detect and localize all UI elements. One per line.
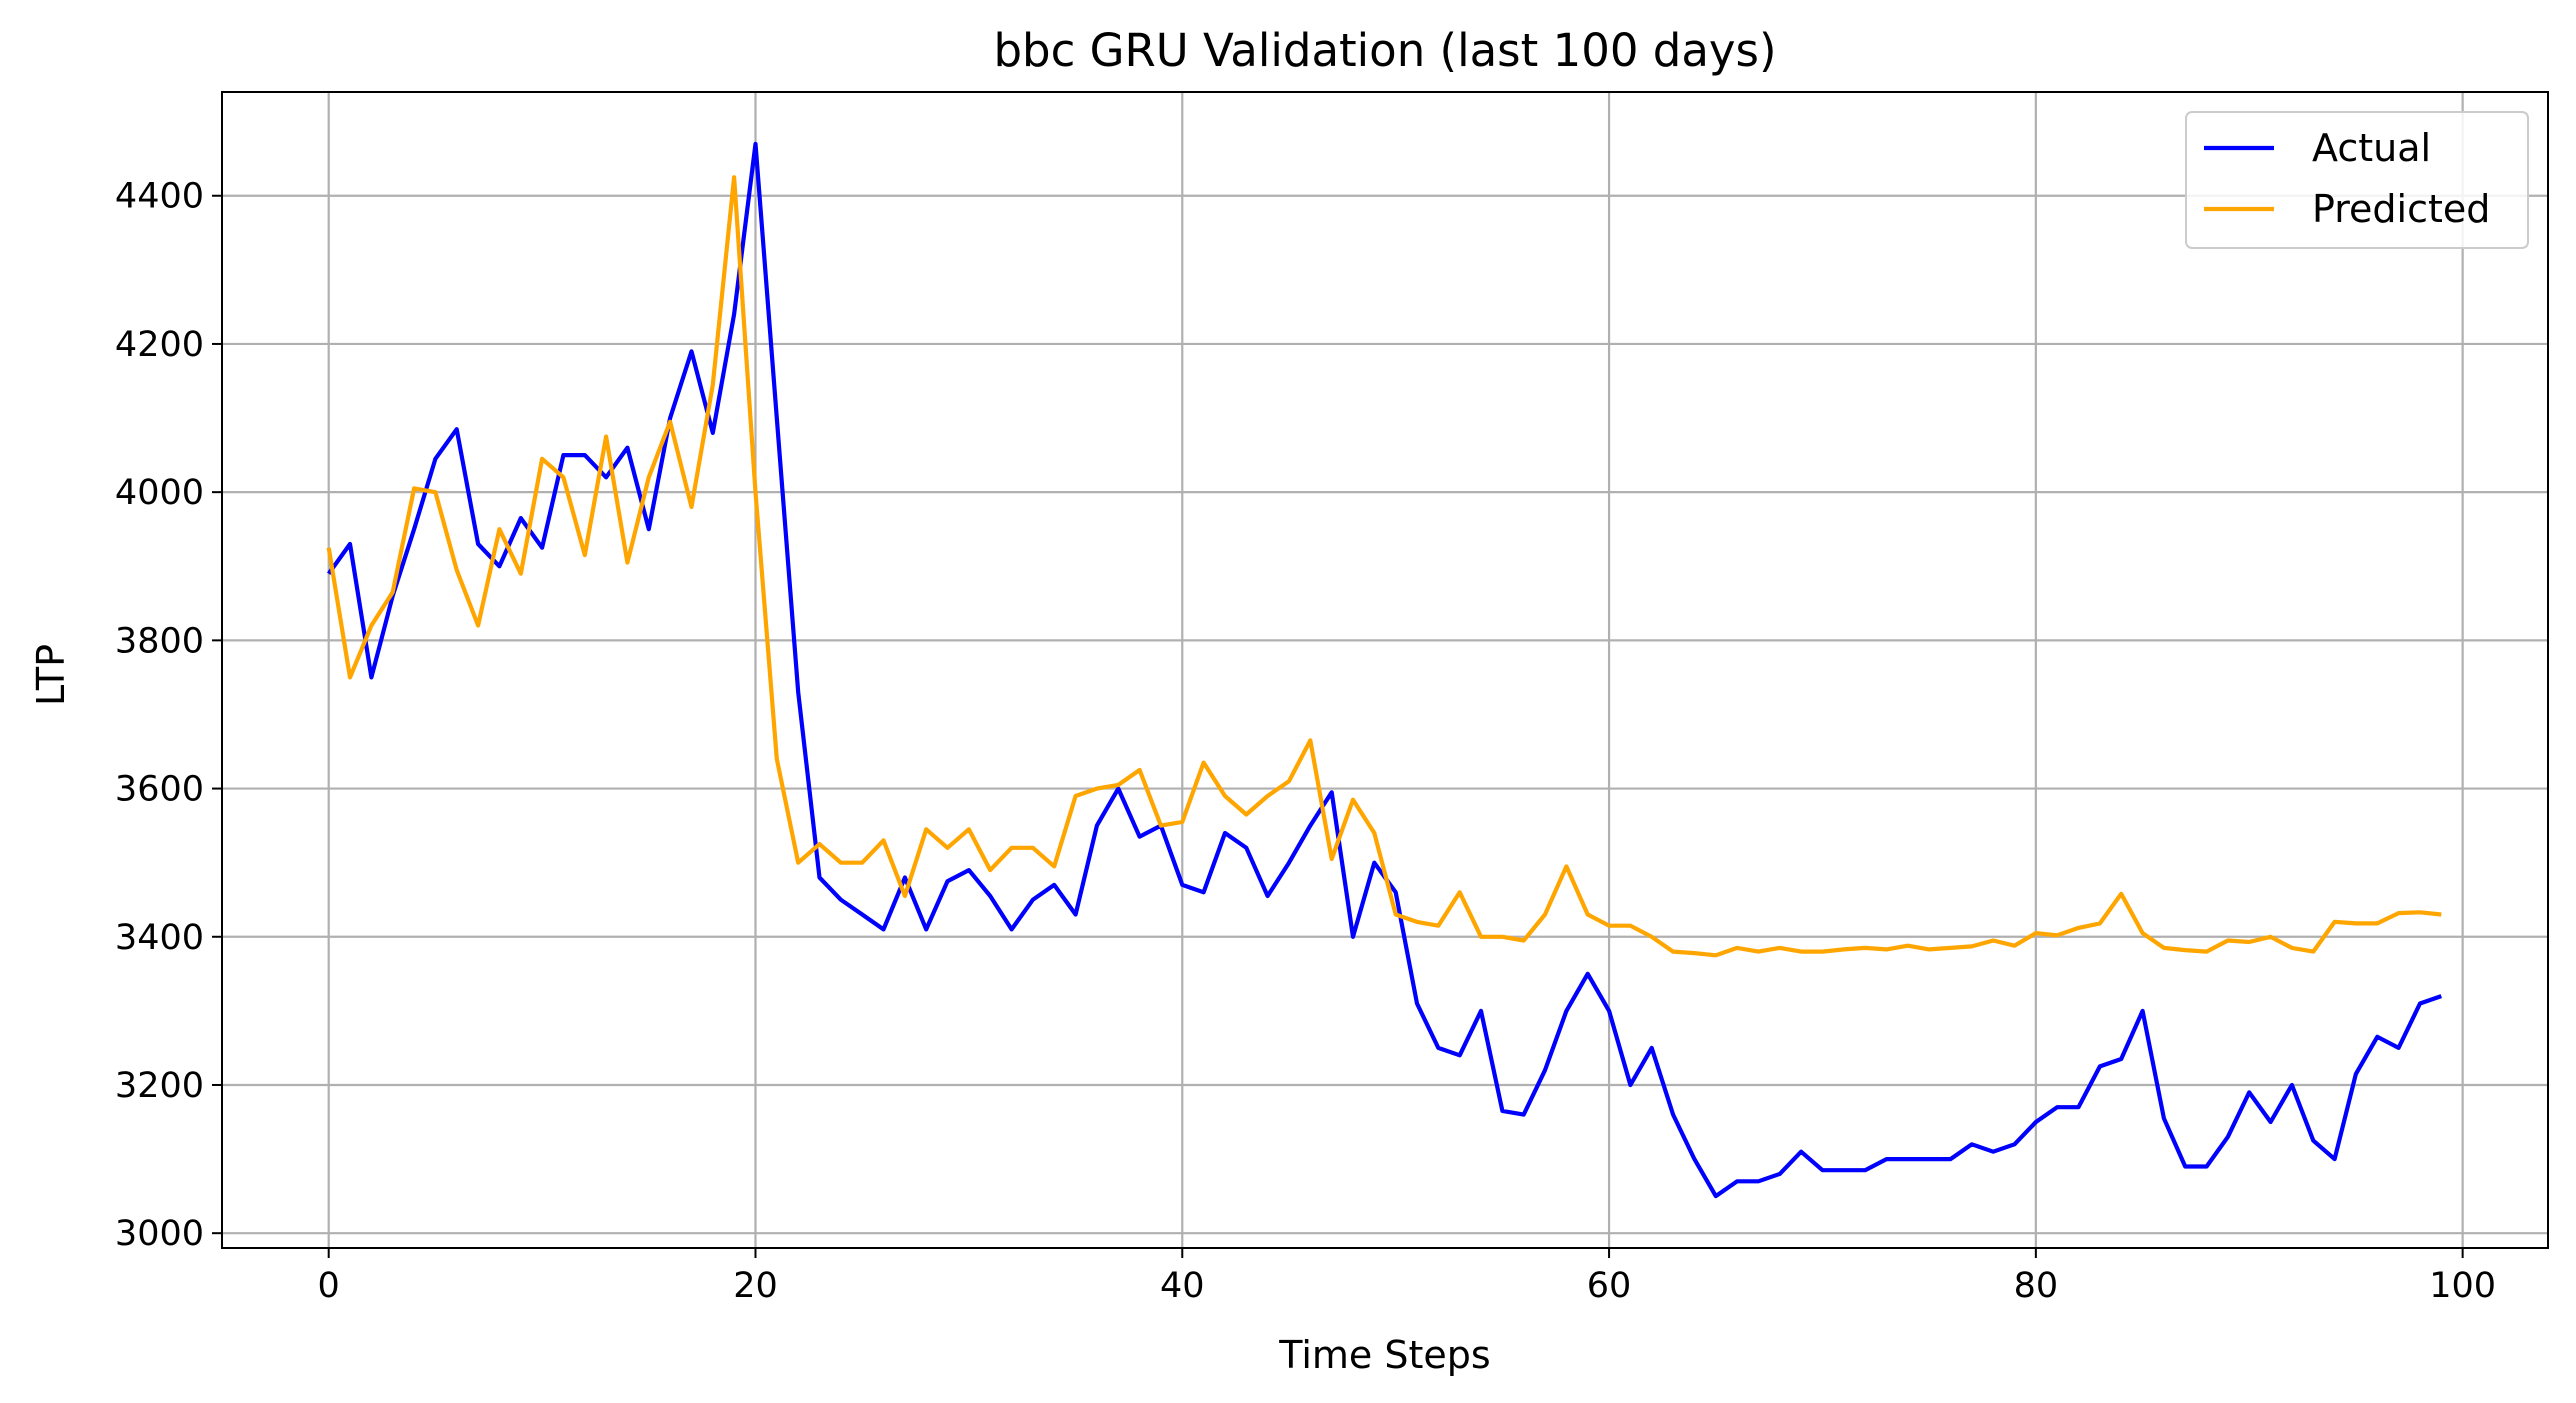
y-tick-label: 3000	[115, 1214, 204, 1254]
y-tick-label: 4200	[115, 325, 204, 365]
legend-label-predicted: Predicted	[2312, 187, 2490, 231]
x-tick-label: 40	[1160, 1266, 1205, 1306]
series-line-predicted	[326, 175, 2442, 958]
legend-label-actual: Actual	[2312, 126, 2431, 170]
y-tick-label: 4000	[115, 473, 204, 513]
y-axis-label: LTP	[29, 644, 73, 706]
legend: Actual Predicted	[2185, 111, 2529, 249]
grid-lines	[222, 92, 2548, 1248]
x-tick-label: 0	[318, 1266, 340, 1306]
data-series	[326, 141, 2442, 1199]
x-tick-label: 20	[733, 1266, 778, 1306]
x-tick-label: 60	[1587, 1266, 1632, 1306]
y-tick-label: 3200	[115, 1066, 204, 1106]
plot-area-frame	[221, 91, 2549, 1249]
x-axis-label: Time Steps	[1278, 1333, 1490, 1377]
y-tick-label: 3600	[115, 770, 204, 810]
x-tick-label: 80	[2014, 1266, 2059, 1306]
axes: 0 20 40 60 80 100 3000 3200 3400 3600 3800 4000 4200…	[115, 177, 2496, 1306]
chart-title: bbc GRU Validation (last 100 days)	[993, 24, 1776, 77]
y-tick-label: 3400	[115, 918, 204, 958]
x-tick-label: 100	[2429, 1266, 2496, 1306]
y-tick-label: 4400	[115, 177, 204, 217]
y-tick-label: 3800	[115, 621, 204, 661]
